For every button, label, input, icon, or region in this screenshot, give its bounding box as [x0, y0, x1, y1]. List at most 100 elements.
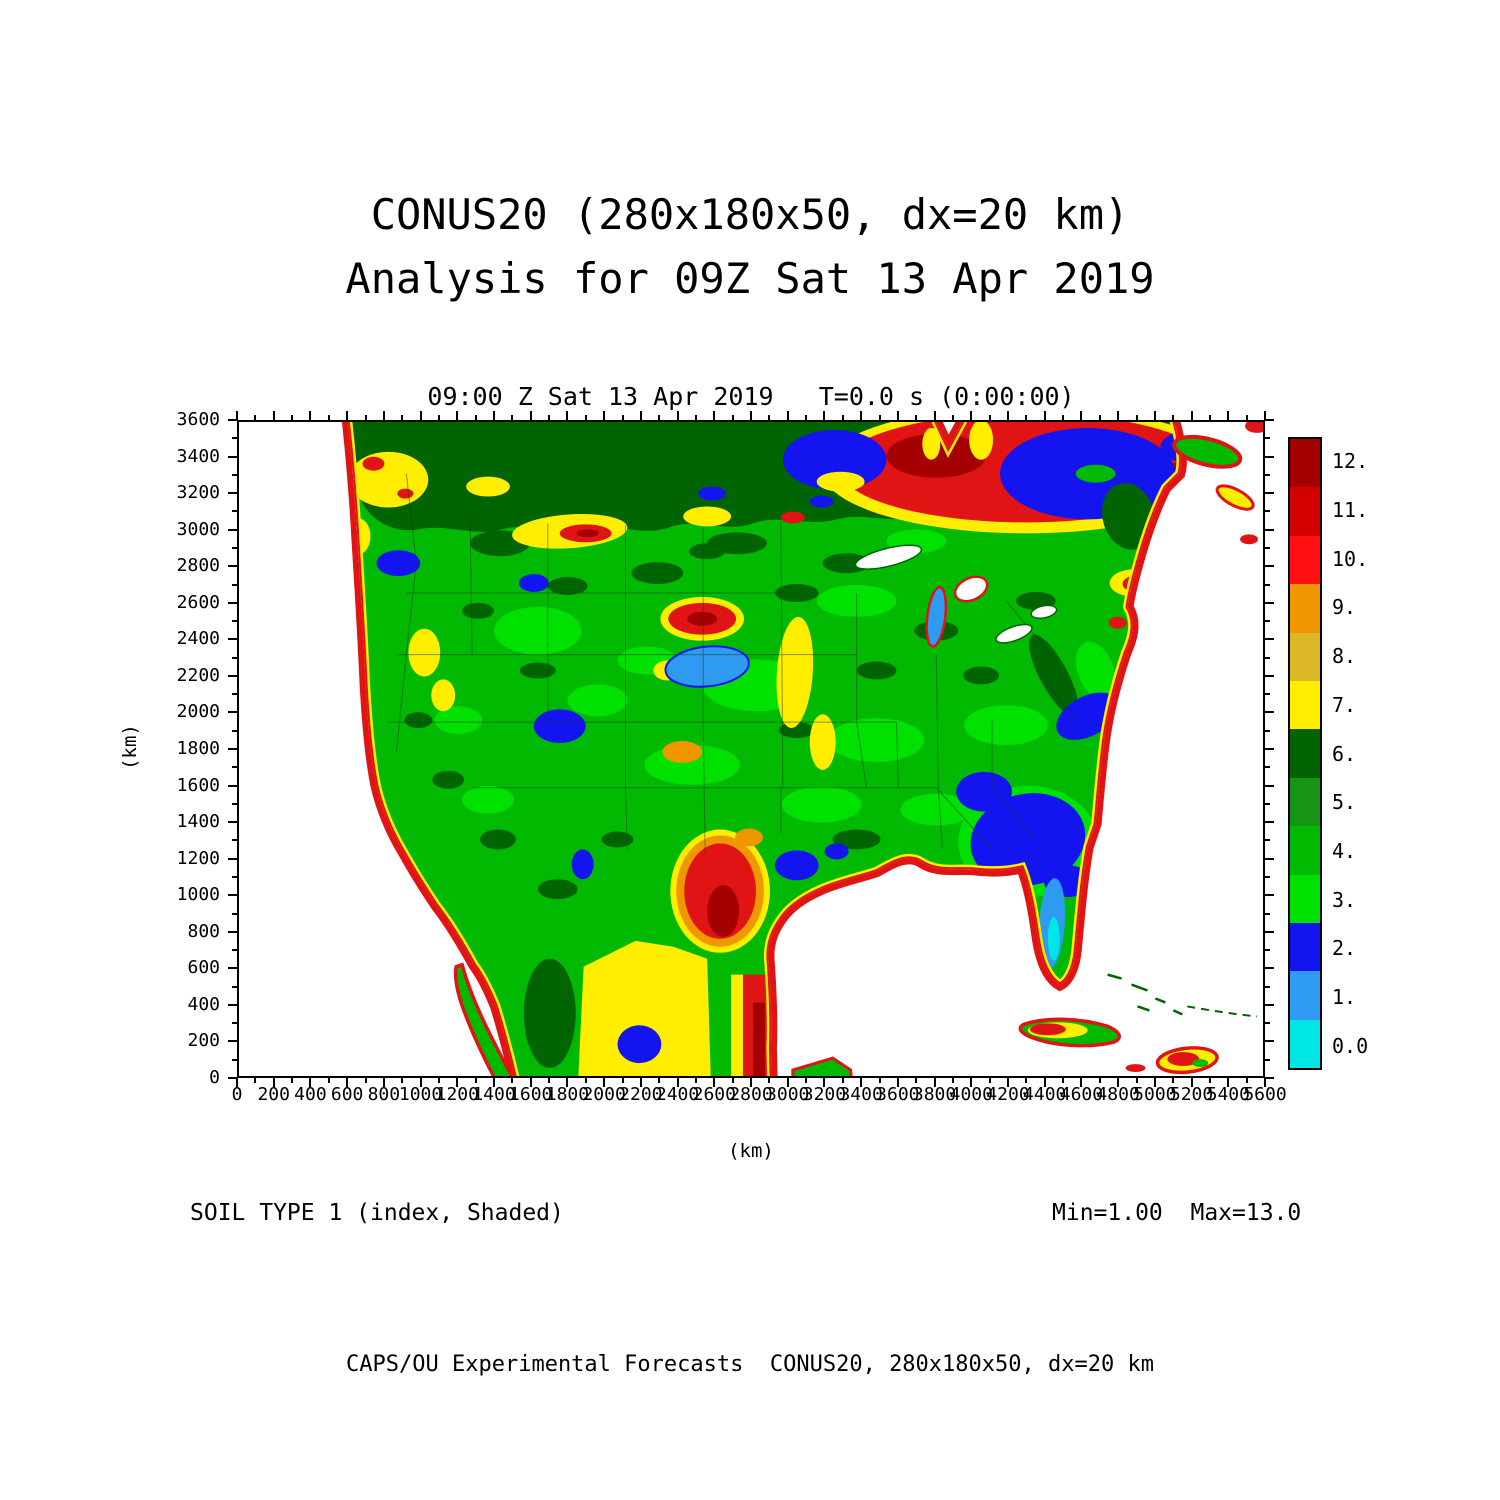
y-tick: [1265, 455, 1274, 458]
x-tick: [970, 1078, 973, 1087]
x-tick: [254, 1078, 257, 1083]
x-tick-label: 4200: [986, 1084, 1030, 1105]
colorbar-segment: [1290, 874, 1320, 923]
x-tick: [768, 415, 771, 420]
x-tick: [603, 411, 606, 420]
map-canvas: [239, 422, 1263, 1076]
x-tick-label: 2400: [655, 1084, 700, 1105]
x-tick: [1117, 1078, 1120, 1087]
x-tick-label: 3800: [912, 1084, 957, 1105]
x-tick: [621, 1078, 624, 1083]
y-tick: [228, 455, 237, 458]
colorbar-segment: [1290, 922, 1320, 972]
y-tick: [1265, 565, 1274, 568]
y-tick: [232, 656, 237, 659]
x-tick: [1007, 1078, 1009, 1087]
x-tick: [915, 1078, 918, 1083]
y-tick: [1265, 802, 1270, 805]
x-tick: [1098, 1078, 1101, 1083]
y-tick: [228, 967, 237, 970]
x-tick-label: 2200: [619, 1084, 663, 1105]
y-tick-label: 3000: [176, 518, 220, 540]
state-borders: [388, 473, 1077, 854]
x-tick-label: 0: [231, 1084, 243, 1105]
x-tick: [768, 1078, 771, 1083]
y-axis-ticks-right: [1265, 419, 1276, 1079]
y-tick: [1265, 729, 1270, 732]
y-tick-label: 2200: [176, 664, 220, 686]
y-tick: [1265, 1058, 1270, 1061]
y-tick-label: 0: [209, 1067, 220, 1088]
credit-line: CAPS/OU Experimental Forecasts CONUS20, …: [346, 1352, 1154, 1377]
x-tick: [1172, 415, 1175, 420]
colorbar-tick-label: 5.: [1332, 790, 1357, 815]
x-tick: [1153, 1078, 1156, 1087]
x-tick: [1264, 1078, 1266, 1087]
x-tick-label: 2800: [729, 1084, 773, 1105]
y-tick: [1265, 1040, 1274, 1043]
y-tick: [232, 1022, 237, 1025]
y-tick: [1265, 839, 1270, 842]
y-tick: [1265, 821, 1274, 824]
y-tick: [228, 674, 237, 677]
colorbar-tick-label: 11.: [1332, 498, 1369, 523]
y-tick-label: 1600: [176, 774, 220, 796]
y-tick-label: 2400: [176, 628, 220, 650]
x-tick: [437, 415, 440, 420]
x-tick-label: 400: [294, 1084, 327, 1105]
colorbar-labels: 12. 11. 10. 9. 8. 7. 6. 5. 4. 3. 2. 1. 0.0: [1332, 437, 1412, 1070]
x-tick: [1190, 411, 1193, 420]
y-tick-label: 2800: [176, 555, 220, 577]
y-tick-label: 2000: [176, 701, 220, 723]
colorbar-segment: [1290, 826, 1320, 875]
x-tick: [364, 415, 367, 420]
y-tick-label: 1000: [176, 884, 220, 906]
y-tick: [1265, 528, 1274, 531]
x-tick: [346, 1078, 349, 1087]
dashed-boundary: [1187, 1005, 1258, 1018]
x-tick: [511, 415, 514, 420]
x-axis-ticks-bottom: [236, 1078, 1266, 1089]
y-axis-unit-label: (km): [119, 724, 141, 770]
x-tick-label: 1800: [545, 1084, 590, 1105]
y-tick: [228, 492, 237, 495]
x-tick: [786, 411, 789, 420]
y-tick: [232, 802, 237, 805]
colorbar-segment: [1290, 487, 1320, 536]
y-tick: [232, 766, 237, 769]
x-tick: [1153, 411, 1156, 420]
x-tick: [1245, 415, 1248, 420]
colorbar-tick-label: 8.: [1332, 644, 1357, 669]
plot-timestamp: 09:00 Z Sat 13 Apr 2019 T=0.0 s (0:00:00…: [427, 382, 1075, 411]
x-tick: [529, 1078, 532, 1087]
colorbar-segment: [1290, 439, 1320, 488]
x-tick: [382, 1078, 385, 1087]
x-tick: [823, 1078, 826, 1087]
x-tick: [823, 411, 826, 420]
x-tick: [1208, 1078, 1211, 1083]
y-tick: [1265, 711, 1274, 714]
x-tick-label: 1200: [435, 1084, 479, 1105]
y-tick: [1265, 693, 1270, 696]
x-tick-label: 3000: [766, 1084, 810, 1105]
x-tick: [1043, 1078, 1046, 1087]
y-tick: [1265, 638, 1274, 641]
x-tick: [1190, 1078, 1193, 1087]
y-tick: [1265, 894, 1274, 897]
colorbar-segments: [1290, 439, 1320, 1069]
x-tick: [805, 415, 808, 420]
x-tick: [1135, 415, 1138, 420]
x-tick: [621, 415, 624, 420]
y-tick: [232, 729, 237, 732]
colorbar-tick-label: 1.: [1332, 984, 1357, 1009]
y-tick: [1265, 1003, 1274, 1006]
y-axis-tick-labels: 0 200 400 600 800 1000 1200 1400 1600 1800 2000 220…: [148, 411, 226, 1087]
x-tick: [1227, 1078, 1230, 1087]
y-tick: [228, 784, 237, 787]
y-tick: [228, 1003, 237, 1006]
x-tick: [1135, 1078, 1138, 1083]
x-tick: [401, 415, 404, 420]
figure-title-line1: CONUS20 (280x180x50, dx=20 km): [370, 190, 1130, 239]
x-tick: [327, 415, 330, 420]
x-tick: [474, 1078, 477, 1083]
